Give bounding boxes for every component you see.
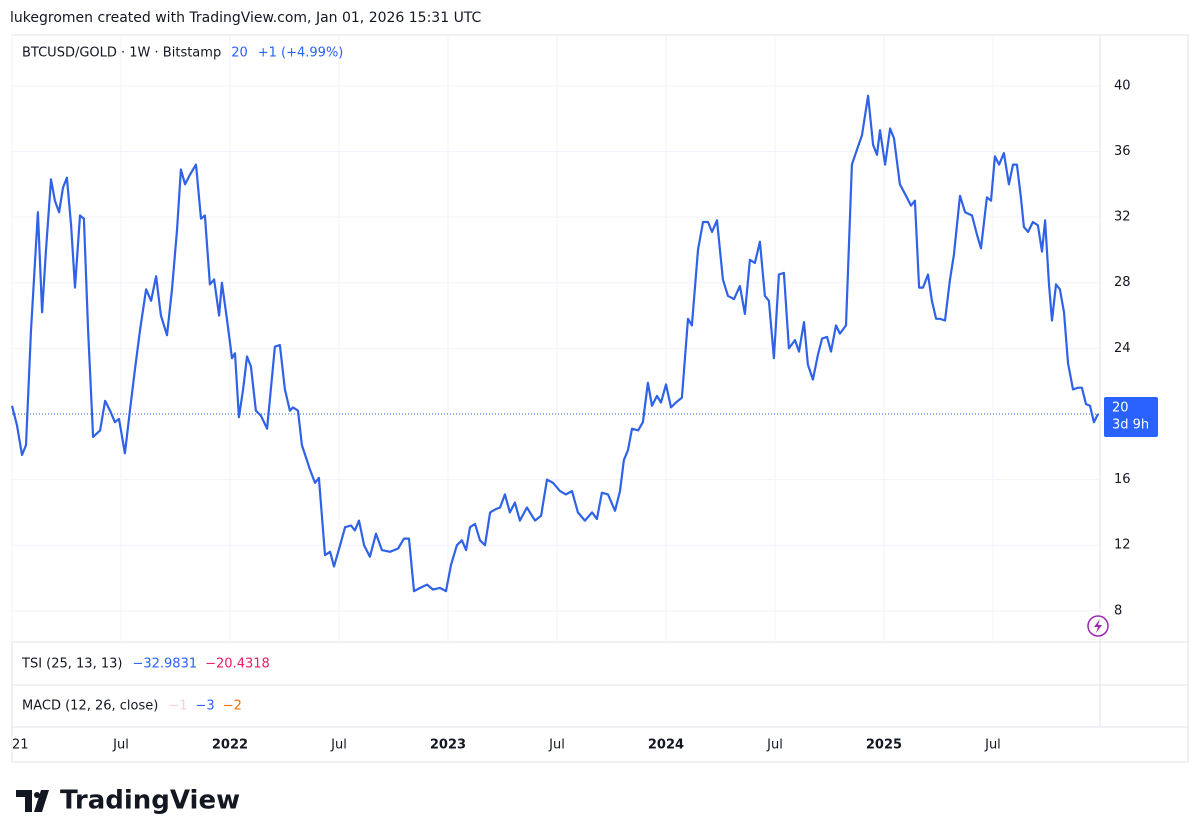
indicator-value: −3 [196, 699, 215, 714]
x-tick-label: 2025 [866, 738, 902, 753]
price-label-box [1104, 396, 1158, 437]
price-line [10, 94, 1099, 593]
panes [11, 34, 1189, 763]
countdown: 3d 9h [1112, 417, 1149, 432]
y-tick-label: 40 [1114, 78, 1131, 93]
y-tick-label: 32 [1114, 210, 1131, 225]
indicator-value: −20.4318 [205, 657, 270, 672]
brand-logo [16, 790, 49, 812]
symbol-title: BTCUSD/GOLD · 1W · Bitstamp [22, 46, 221, 61]
alert-icon [1087, 615, 1109, 637]
y-tick-label: 8 [1114, 603, 1122, 618]
indicator-value: −2 [223, 699, 242, 714]
y-tick-label: 24 [1114, 341, 1131, 356]
indicator-value: −1 [168, 699, 187, 714]
x-tick-label: 2024 [648, 738, 684, 753]
x-tick-label: Jul [330, 738, 347, 753]
x-tick-label: 21 [12, 738, 29, 753]
y-tick-label: 36 [1114, 144, 1131, 159]
y-tick-label: 16 [1114, 472, 1131, 487]
last-price: 20 [231, 46, 248, 61]
y-tick-label: 12 [1114, 538, 1131, 553]
x-tick-label: Jul [548, 738, 565, 753]
brand: TradingView [60, 786, 240, 816]
y-tick-label: 28 [1114, 275, 1131, 290]
x-tick-label: 2023 [430, 738, 466, 753]
x-tick-label: 2022 [212, 738, 248, 753]
header: lukegromen created with TradingView.com,… [10, 10, 482, 26]
indicator-value: −32.9831 [132, 657, 197, 672]
x-tick-label: Jul [984, 738, 1001, 753]
indicator-name: TSI (25, 13, 13) [21, 657, 122, 672]
price-change: +1 (+4.99%) [258, 46, 344, 61]
x-tick-label: Jul [112, 738, 129, 753]
indicator-name: MACD (12, 26, close) [22, 699, 158, 714]
x-tick-label: Jul [766, 738, 783, 753]
price-label: 20 [1112, 400, 1129, 415]
